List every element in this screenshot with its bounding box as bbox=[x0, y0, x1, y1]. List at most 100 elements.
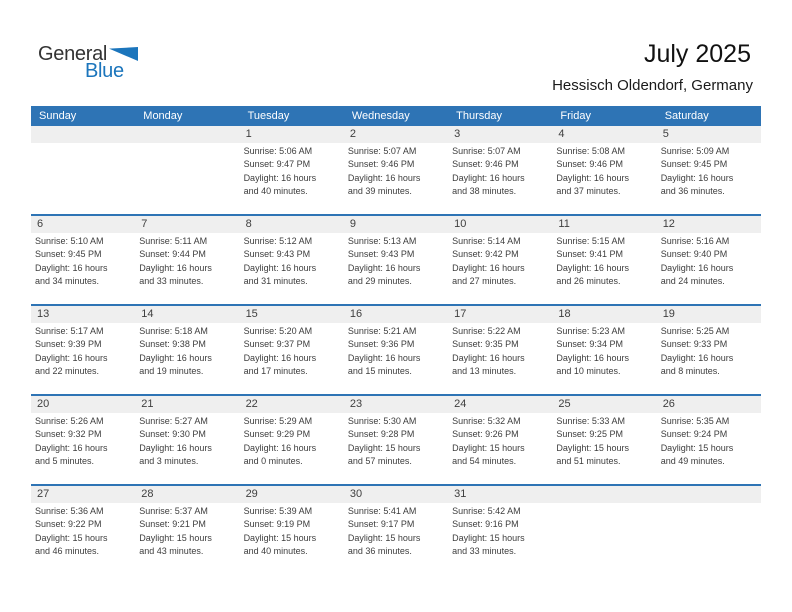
calendar: Sunday Monday Tuesday Wednesday Thursday Frid… bbox=[31, 106, 761, 574]
day-details bbox=[657, 503, 761, 505]
sunset-text: Sunset: 9:45 PM bbox=[660, 159, 728, 170]
week-row: 20 Sunrise: 5:26 AM Sunset: 9:32 PM Dayligh… bbox=[31, 394, 761, 484]
daylight-line1-text: Daylight: 16 hours bbox=[347, 352, 421, 363]
sunrise-text: Sunrise: 5:08 AM bbox=[556, 146, 625, 156]
daylight-line1-text: Daylight: 16 hours bbox=[556, 352, 629, 363]
daylight-line2-text: and 13 minutes. bbox=[452, 366, 517, 377]
sunrise-text: Sunrise: 5:11 AM bbox=[139, 236, 208, 246]
day-number: 24 bbox=[448, 396, 553, 413]
day-number: 3 bbox=[448, 126, 553, 143]
week-row: 27 Sunrise: 5:36 AM Sunset: 9:22 PM Dayligh… bbox=[31, 484, 761, 574]
sunrise-text: Sunrise: 5:36 AM bbox=[35, 506, 104, 516]
day-number: 18 bbox=[552, 306, 657, 323]
sunset-text: Sunset: 9:19 PM bbox=[243, 519, 311, 530]
day-cell: 15 Sunrise: 5:20 AM Sunset: 9:37 PM Dayligh… bbox=[239, 306, 344, 394]
sunset-text: Sunset: 9:40 PM bbox=[660, 249, 728, 260]
sunrise-text: Sunrise: 5:10 AM bbox=[35, 236, 104, 246]
day-details: Sunrise: 5:33 AM Sunset: 9:25 PM Daylight:… bbox=[552, 413, 656, 469]
weekday-header-monday: Monday bbox=[143, 110, 183, 122]
sunset-text: Sunset: 9:46 PM bbox=[452, 159, 519, 170]
sunset-text: Sunset: 9:25 PM bbox=[556, 429, 623, 440]
day-number: 30 bbox=[343, 486, 449, 503]
sunrise-text: Sunrise: 5:18 AM bbox=[139, 326, 208, 336]
day-cell: 1 Sunrise: 5:06 AM Sunset: 9:47 PM Daylight… bbox=[239, 126, 344, 214]
day-cell: 25 Sunrise: 5:33 AM Sunset: 9:25 PM Dayligh… bbox=[552, 396, 657, 484]
weekday-header-row: Sunday Monday Tuesday Wednesday Thursday Frid… bbox=[31, 106, 761, 126]
daylight-line2-text: and 57 minutes. bbox=[347, 456, 412, 467]
day-details: Sunrise: 5:06 AM Sunset: 9:47 PM Daylight:… bbox=[240, 143, 344, 199]
day-number bbox=[656, 486, 761, 503]
day-cell: 6 Sunrise: 5:10 AM Sunset: 9:45 PM Daylight… bbox=[31, 216, 136, 304]
empty-day-cell bbox=[31, 126, 136, 214]
empty-day-cell bbox=[656, 486, 761, 574]
day-details: Sunrise: 5:16 AM Sunset: 9:40 PM Daylight:… bbox=[657, 233, 761, 289]
sunrise-text: Sunrise: 5:17 AM bbox=[35, 326, 104, 336]
day-details: Sunrise: 5:17 AM Sunset: 9:39 PM Daylight:… bbox=[31, 323, 135, 379]
day-details bbox=[135, 143, 239, 145]
daylight-line2-text: and 33 minutes. bbox=[452, 546, 517, 557]
daylight-line2-text: and 24 minutes. bbox=[660, 276, 725, 287]
sunrise-text: Sunrise: 5:14 AM bbox=[452, 236, 521, 246]
day-details: Sunrise: 5:32 AM Sunset: 9:26 PM Daylight:… bbox=[448, 413, 552, 469]
daylight-line1-text: Daylight: 15 hours bbox=[452, 532, 525, 543]
sunrise-text: Sunrise: 5:15 AM bbox=[556, 236, 625, 246]
sunset-text: Sunset: 9:34 PM bbox=[556, 339, 623, 350]
daylight-line2-text: and 8 minutes. bbox=[660, 366, 720, 377]
day-cell: 13 Sunrise: 5:17 AM Sunset: 9:39 PM Dayligh… bbox=[31, 306, 136, 394]
sunrise-text: Sunrise: 5:35 AM bbox=[660, 416, 730, 426]
daylight-line1-text: Daylight: 16 hours bbox=[660, 352, 734, 363]
daylight-line1-text: Daylight: 15 hours bbox=[452, 442, 525, 453]
daylight-line2-text: and 10 minutes. bbox=[556, 366, 621, 377]
daylight-line2-text: and 36 minutes. bbox=[347, 546, 412, 557]
daylight-line1-text: Daylight: 15 hours bbox=[660, 442, 734, 453]
sunset-text: Sunset: 9:17 PM bbox=[347, 519, 415, 530]
logo-text-general: General bbox=[38, 43, 108, 65]
sunset-text: Sunset: 9:24 PM bbox=[660, 429, 728, 440]
daylight-line2-text: and 15 minutes. bbox=[347, 366, 412, 377]
daylight-line2-text: and 22 minutes. bbox=[35, 366, 100, 377]
sunrise-text: Sunrise: 5:21 AM bbox=[347, 326, 417, 336]
sunset-text: Sunset: 9:33 PM bbox=[660, 339, 728, 350]
day-details: Sunrise: 5:26 AM Sunset: 9:32 PM Daylight:… bbox=[31, 413, 135, 469]
day-number bbox=[135, 126, 240, 143]
day-number: 17 bbox=[448, 306, 553, 323]
day-number: 10 bbox=[448, 216, 553, 233]
daylight-line2-text: and 17 minutes. bbox=[243, 366, 308, 377]
daylight-line2-text: and 40 minutes. bbox=[243, 186, 308, 197]
day-cell: 10 Sunrise: 5:14 AM Sunset: 9:42 PM Dayligh… bbox=[448, 216, 553, 304]
daylight-line2-text: and 0 minutes. bbox=[243, 456, 303, 467]
day-number: 16 bbox=[343, 306, 449, 323]
day-cell: 29 Sunrise: 5:39 AM Sunset: 9:19 PM Dayligh… bbox=[239, 486, 344, 574]
daylight-line2-text: and 46 minutes. bbox=[35, 546, 100, 557]
day-number: 11 bbox=[552, 216, 657, 233]
day-details bbox=[31, 143, 135, 145]
daylight-line2-text: and 34 minutes. bbox=[35, 276, 100, 287]
day-cell: 16 Sunrise: 5:21 AM Sunset: 9:36 PM Dayligh… bbox=[343, 306, 449, 394]
day-cell: 27 Sunrise: 5:36 AM Sunset: 9:22 PM Dayligh… bbox=[31, 486, 136, 574]
sunset-text: Sunset: 9:22 PM bbox=[35, 519, 102, 530]
daylight-line2-text: and 3 minutes. bbox=[139, 456, 199, 467]
sunset-text: Sunset: 9:45 PM bbox=[35, 249, 102, 260]
day-details: Sunrise: 5:11 AM Sunset: 9:44 PM Daylight:… bbox=[135, 233, 239, 289]
weekday-header-tuesday: Tuesday bbox=[247, 110, 290, 122]
weekday-header-saturday: Saturday bbox=[664, 110, 709, 122]
sunrise-text: Sunrise: 5:42 AM bbox=[452, 506, 521, 516]
sunset-text: Sunset: 9:28 PM bbox=[347, 429, 415, 440]
sunrise-text: Sunrise: 5:23 AM bbox=[556, 326, 625, 336]
day-cell: 20 Sunrise: 5:26 AM Sunset: 9:32 PM Dayligh… bbox=[31, 396, 136, 484]
day-details: Sunrise: 5:12 AM Sunset: 9:43 PM Daylight:… bbox=[240, 233, 344, 289]
daylight-line2-text: and 37 minutes. bbox=[556, 186, 621, 197]
sunrise-text: Sunrise: 5:39 AM bbox=[243, 506, 313, 516]
daylight-line1-text: Daylight: 15 hours bbox=[35, 532, 108, 543]
sunrise-text: Sunrise: 5:12 AM bbox=[243, 236, 313, 246]
daylight-line2-text: and 33 minutes. bbox=[139, 276, 204, 287]
calendar-weeks: 1 Sunrise: 5:06 AM Sunset: 9:47 PM Daylight… bbox=[31, 126, 761, 574]
sunrise-text: Sunrise: 5:32 AM bbox=[452, 416, 521, 426]
day-details: Sunrise: 5:27 AM Sunset: 9:30 PM Daylight:… bbox=[135, 413, 239, 469]
week-row: 6 Sunrise: 5:10 AM Sunset: 9:45 PM Daylight… bbox=[31, 214, 761, 304]
day-cell: 3 Sunrise: 5:07 AM Sunset: 9:46 PM Daylight… bbox=[448, 126, 553, 214]
sunset-text: Sunset: 9:16 PM bbox=[452, 519, 519, 530]
sunset-text: Sunset: 9:30 PM bbox=[139, 429, 206, 440]
sunset-text: Sunset: 9:44 PM bbox=[139, 249, 206, 260]
day-number: 26 bbox=[656, 396, 761, 413]
